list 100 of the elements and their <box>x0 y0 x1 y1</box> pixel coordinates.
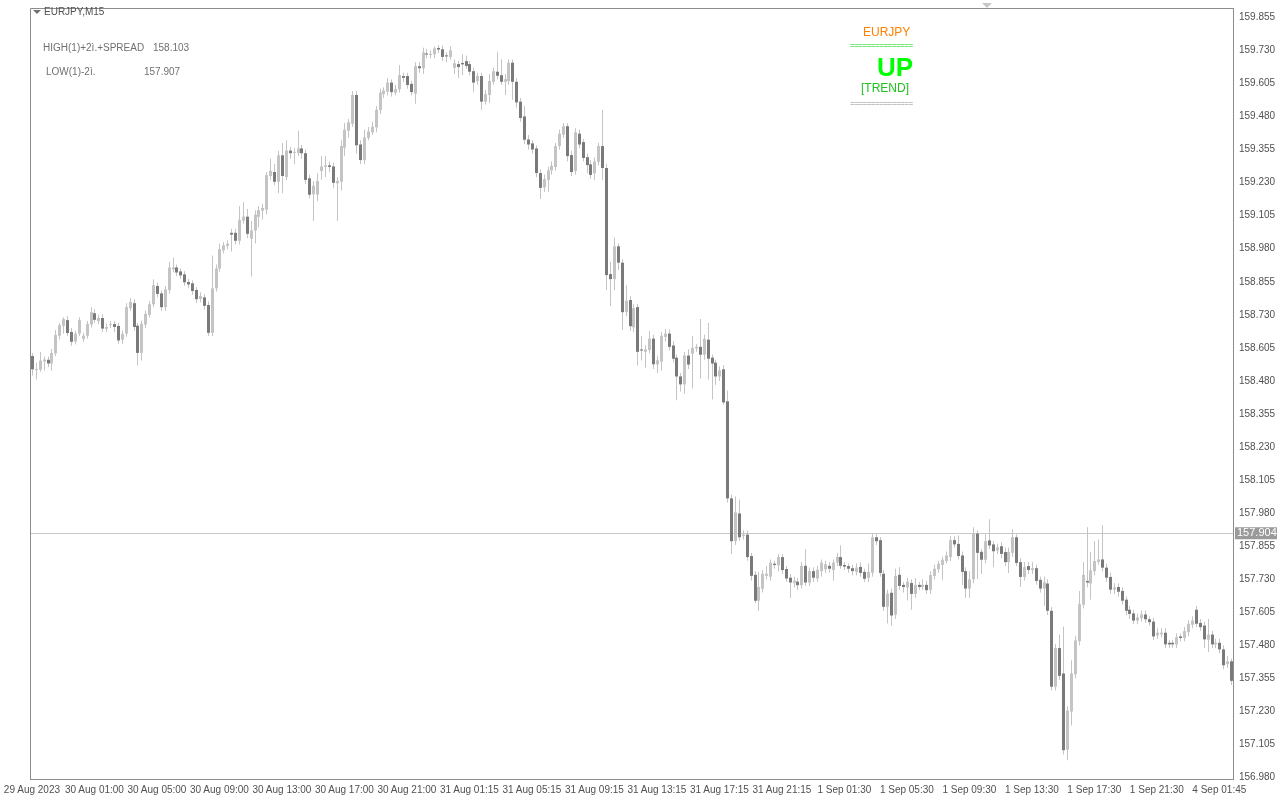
candlestick <box>992 540 995 568</box>
candlestick <box>648 330 651 354</box>
annotation: UP <box>877 52 914 82</box>
candlestick <box>1203 621 1206 649</box>
candlestick <box>781 553 784 575</box>
annotation: HIGH(1)+2ì.+SPREAD <box>43 42 145 54</box>
x-tick-label: 1 Sep 01:30 <box>817 783 872 795</box>
candlestick <box>914 577 917 599</box>
x-tick-label: 30 Aug 13:00 <box>252 783 312 795</box>
candlestick <box>230 228 233 253</box>
candlestick <box>949 535 952 562</box>
candlestick <box>511 59 514 101</box>
y-tick-label: 157.355 <box>1239 672 1276 684</box>
candlestick <box>297 130 300 157</box>
x-tick-label: 31 Aug 05:15 <box>502 783 562 795</box>
candlestick <box>254 209 257 244</box>
candlestick <box>804 548 807 587</box>
annotation: =============== <box>850 99 913 108</box>
y-tick-label: 158.980 <box>1239 242 1276 254</box>
annotation: 157.907 <box>144 66 181 78</box>
y-tick-label: 157.480 <box>1239 639 1276 651</box>
candlestick <box>910 578 913 611</box>
candlestick <box>54 329 57 357</box>
x-tick-label: 30 Aug 17:00 <box>314 783 375 795</box>
y-tick-label: 159.355 <box>1239 143 1276 155</box>
y-tick-label: 158.105 <box>1239 473 1276 485</box>
candlestick <box>39 351 42 373</box>
candlestick <box>800 561 803 590</box>
x-tick-label: 30 Aug 09:00 <box>189 783 250 795</box>
x-tick-label: 31 Aug 21:15 <box>752 783 812 795</box>
candlestick <box>1195 605 1198 628</box>
annotation: LOW(1)-2ì. <box>46 66 96 78</box>
candlestick <box>363 129 366 165</box>
candlestick <box>1152 617 1155 641</box>
x-tick-label: 31 Aug 09:15 <box>564 783 625 795</box>
x-tick-label: 1 Sep 13:30 <box>1004 783 1060 795</box>
candlestick <box>941 556 944 581</box>
candlestick <box>1035 564 1038 586</box>
candlestick <box>539 168 542 200</box>
candlestick <box>625 284 628 317</box>
y-tick-label: 158.230 <box>1239 440 1276 452</box>
candlestick <box>1207 618 1210 653</box>
candlestick <box>1109 572 1112 595</box>
candlestick <box>488 73 491 104</box>
candlestick <box>472 67 475 93</box>
y-tick-label: 158.730 <box>1239 308 1276 320</box>
candlestick <box>523 105 526 145</box>
y-tick-label: 159.730 <box>1239 44 1276 56</box>
annotation: [TREND] <box>861 81 909 95</box>
candlestick <box>832 558 835 582</box>
y-tick-label: 157.605 <box>1239 606 1276 618</box>
x-tick-label: 1 Sep 21:30 <box>1129 783 1185 795</box>
candlestick <box>1023 561 1026 582</box>
y-tick-label: 157.855 <box>1239 540 1276 551</box>
candlestick <box>445 51 448 63</box>
y-tick-label: 159.855 <box>1239 11 1276 23</box>
candlestick <box>500 58 503 86</box>
y-tick-label: 157.230 <box>1239 705 1276 717</box>
y-tick-label: 159.605 <box>1239 77 1276 89</box>
candlestick <box>1230 658 1233 686</box>
annotation: EURJPY <box>863 25 911 39</box>
candlestick <box>31 352 34 377</box>
y-tick-label: 157.980 <box>1239 506 1276 518</box>
candlestick <box>1164 627 1167 649</box>
candlestick <box>1222 644 1225 670</box>
y-tick-label: 157.105 <box>1239 738 1276 750</box>
candlestick <box>78 316 81 337</box>
candlestick <box>281 142 284 194</box>
x-tick-label: 31 Aug 17:15 <box>689 783 750 795</box>
candlestick <box>601 109 604 181</box>
candlestick <box>886 589 889 624</box>
candlestick <box>332 162 335 189</box>
x-tick-label: 4 Sep 01:45 <box>1192 783 1247 795</box>
y-tick-label: 158.480 <box>1239 374 1276 386</box>
ref-line-label: 157.904 <box>1237 526 1277 539</box>
candlestick <box>312 180 315 222</box>
y-tick-label: 158.605 <box>1239 341 1276 353</box>
candlestick <box>320 155 323 181</box>
y-tick-label: 159.480 <box>1239 110 1276 122</box>
candlestick <box>117 322 120 345</box>
candlestick <box>152 278 155 308</box>
candlestick <box>707 322 710 381</box>
x-tick-label: 1 Sep 09:30 <box>942 783 997 795</box>
x-tick-label: 31 Aug 01:15 <box>439 783 500 795</box>
x-tick-label: 29 Aug 2023 <box>3 783 61 795</box>
y-tick-label: 158.355 <box>1239 407 1276 419</box>
candlestick <box>968 570 971 599</box>
candlestick <box>582 138 585 162</box>
candlestick <box>35 362 38 381</box>
candlestick <box>808 566 811 587</box>
x-tick-label: 1 Sep 17:30 <box>1067 783 1122 795</box>
candlestick <box>293 147 296 165</box>
x-tick-label: 1 Sep 05:30 <box>879 783 935 795</box>
chart-title: EURJPY,M15 <box>44 6 105 18</box>
candlestick <box>703 334 706 361</box>
y-tick-label: 156.980 <box>1239 771 1276 783</box>
candlestick <box>906 577 909 601</box>
candlestick <box>691 335 694 389</box>
y-tick-label: 157.730 <box>1239 573 1276 585</box>
candlestick <box>558 129 561 150</box>
